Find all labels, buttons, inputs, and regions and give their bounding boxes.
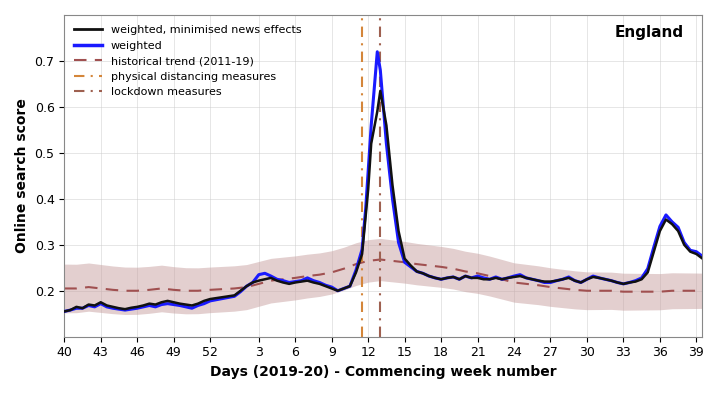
- X-axis label: Days (2019-20) - Commencing week number: Days (2019-20) - Commencing week number: [210, 365, 557, 379]
- Text: England: England: [614, 25, 683, 40]
- Legend: weighted, minimised news effects, weighted, historical trend (2011-19), physical: weighted, minimised news effects, weight…: [70, 20, 306, 102]
- Y-axis label: Online search score: Online search score: [15, 98, 29, 253]
